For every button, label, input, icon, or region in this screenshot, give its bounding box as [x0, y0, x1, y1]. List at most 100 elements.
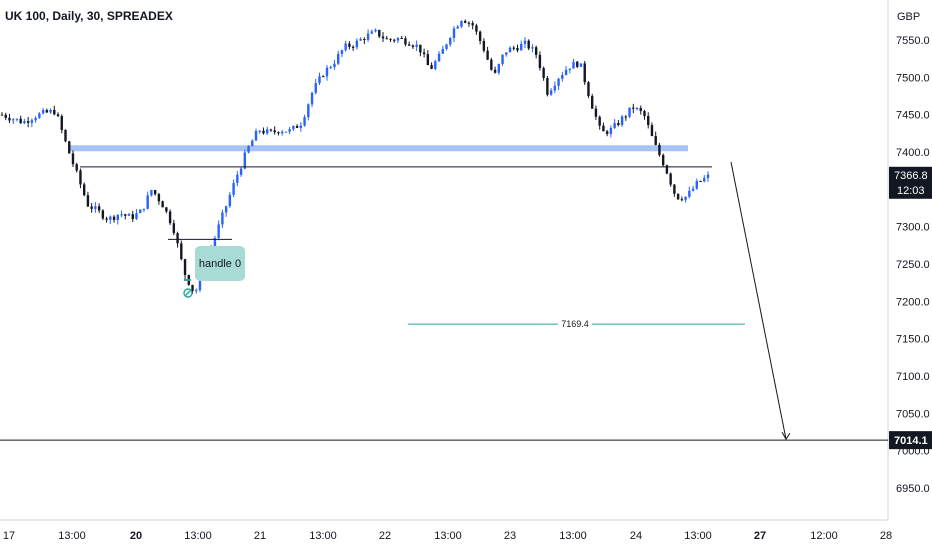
- candle-body: [318, 76, 321, 84]
- x-tick-label: 13:00: [684, 530, 712, 542]
- candle-body: [277, 132, 280, 134]
- candle-body: [153, 190, 157, 195]
- candle-body: [86, 195, 90, 207]
- candle-body: [441, 48, 444, 54]
- candle-body: [19, 118, 22, 124]
- candle-body: [30, 120, 34, 123]
- candle-body: [523, 40, 527, 44]
- y-tick-label: 6950.0: [896, 483, 930, 495]
- hidden-icon[interactable]: [183, 288, 193, 298]
- candle-body: [676, 193, 680, 200]
- candle-body: [217, 224, 220, 238]
- candle-body: [486, 50, 489, 60]
- candle-body: [213, 237, 217, 250]
- candle-body: [531, 47, 534, 49]
- candle-body: [374, 29, 377, 32]
- candle-body: [624, 116, 628, 118]
- annotation-box: [195, 246, 245, 281]
- y-tick-label: 7550.0: [896, 35, 930, 47]
- candle-body: [172, 223, 176, 234]
- resistance-zone[interactable]: [70, 145, 688, 152]
- candle-body: [594, 108, 598, 117]
- x-tick-label: 20: [130, 530, 142, 542]
- candle-body: [415, 44, 418, 48]
- candle-body: [467, 22, 471, 24]
- candle-body: [161, 201, 164, 208]
- time-axis[interactable]: 17 13:00 20 13:00 21 13:00 22 13:00 23 13:00 24 13:…: [3, 530, 892, 542]
- candle-body: [363, 38, 366, 40]
- candle-body: [699, 180, 702, 182]
- candle-body: [411, 45, 415, 48]
- candle-body: [23, 121, 26, 124]
- candle-body: [49, 109, 52, 113]
- handle-annotation[interactable]: handle 0: [195, 246, 245, 281]
- candle-body: [404, 38, 407, 45]
- candle-body: [34, 118, 37, 121]
- candle-body: [94, 206, 97, 209]
- candle-body: [101, 210, 105, 219]
- x-tick-label: 13:00: [309, 530, 337, 542]
- candle-body: [12, 119, 15, 121]
- candle-body: [508, 47, 512, 53]
- candle-body: [549, 90, 553, 95]
- candle-body: [669, 173, 672, 185]
- candle-body: [647, 116, 650, 126]
- candle-body: [15, 118, 19, 120]
- x-tick-label: 17: [3, 530, 15, 542]
- candle-body: [576, 61, 579, 67]
- candle-body: [460, 20, 463, 27]
- x-tick-label: 13:00: [434, 530, 462, 542]
- candle-body: [673, 184, 676, 194]
- candle-body: [183, 259, 187, 276]
- candle-body: [609, 127, 613, 134]
- candle-body: [333, 63, 336, 68]
- candle-body: [665, 165, 669, 174]
- x-tick-label: 13:00: [559, 530, 587, 542]
- candle-body: [53, 109, 56, 115]
- candle-body: [340, 50, 344, 54]
- candle-body: [396, 38, 400, 41]
- candle-body: [661, 155, 665, 166]
- candle-body: [146, 195, 149, 209]
- candle-body: [400, 38, 403, 40]
- x-tick-label: 13:00: [58, 530, 86, 542]
- candle-body: [546, 77, 549, 95]
- candle-body: [426, 54, 430, 66]
- candle-body: [221, 212, 224, 225]
- candle-body: [131, 214, 134, 219]
- candle-body: [430, 65, 433, 69]
- candle-body: [643, 111, 646, 117]
- y-tick-label: 7400.0: [896, 147, 930, 159]
- candle-body: [127, 214, 131, 216]
- projection-arrow[interactable]: [730, 161, 787, 440]
- candle-body: [505, 52, 508, 55]
- candle-body: [422, 52, 426, 55]
- candlestick-series: [0, 19, 710, 294]
- candle-body: [583, 63, 586, 83]
- candle-body: [475, 25, 478, 32]
- arrow-head-icon: [781, 431, 791, 441]
- candle-body: [691, 188, 695, 191]
- candle-body: [228, 194, 232, 207]
- candle-body: [124, 214, 127, 216]
- candle-body: [280, 131, 284, 134]
- candle-body: [195, 290, 198, 292]
- candle-body: [463, 20, 467, 23]
- candle-body: [703, 177, 706, 182]
- candle-body: [60, 116, 63, 130]
- candle-body: [493, 69, 497, 73]
- candle-body: [632, 107, 635, 109]
- candle-body: [639, 107, 642, 112]
- candle-body: [64, 129, 67, 142]
- candle-body: [706, 174, 710, 178]
- candle-body: [4, 114, 7, 118]
- candle-body: [591, 96, 594, 109]
- candle-body: [490, 59, 493, 70]
- current-price-label: 7366.8 12:03: [889, 166, 932, 199]
- candle-body: [329, 67, 332, 69]
- candle-body: [8, 117, 11, 121]
- candle-body: [295, 125, 299, 128]
- chart-title: UK 100, Daily, 30, SPREADEX: [5, 9, 173, 23]
